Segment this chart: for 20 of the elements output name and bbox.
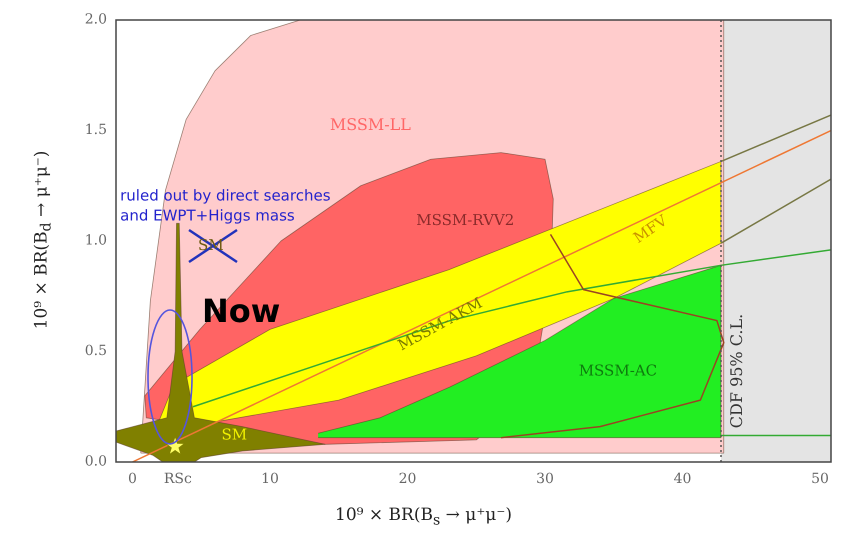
x-tick-label: 0 xyxy=(128,471,137,488)
annotation: SM xyxy=(221,425,248,444)
annotation: MSSM-LL xyxy=(330,115,412,134)
x-tick-label: 30 xyxy=(536,471,554,488)
y-tick-label: 1.5 xyxy=(84,122,107,138)
annotation: ruled out by direct searches and EWPT+Higgs mass xyxy=(120,186,331,225)
band-label: CDF 95% C.L. xyxy=(727,314,746,428)
y-tick-label: 1.0 xyxy=(84,232,107,249)
y-tick-label: 0.0 xyxy=(84,454,107,470)
x-tick-label: RSc xyxy=(164,471,192,488)
x-tick-label: 50 xyxy=(811,471,829,488)
x-tick-label: 20 xyxy=(398,471,416,488)
annotation: Now xyxy=(202,292,280,330)
annotation: MSSM-RVV2 xyxy=(416,211,514,229)
x-tick-label: 40 xyxy=(674,471,692,488)
annotation: MSSM-AC xyxy=(578,361,658,380)
x-axis-title: 10⁹ × BR(B$_{s}$ → μ⁺μ⁻) xyxy=(334,505,513,528)
y-tick-label: 0.5 xyxy=(84,343,107,360)
y-tick-label: 2.0 xyxy=(84,12,107,28)
x-tick-label: 10 xyxy=(261,471,279,488)
